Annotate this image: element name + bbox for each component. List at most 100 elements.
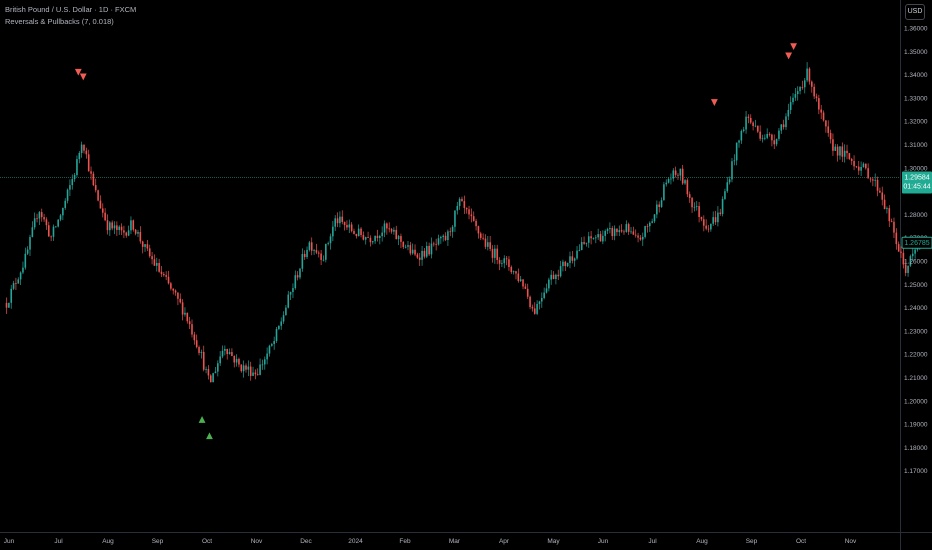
candle-body [548, 279, 550, 289]
candle-body [160, 271, 163, 274]
candle-body [663, 184, 665, 201]
price-badges: 1.29584 01:45:44 1.26785 [901, 171, 932, 249]
candle-body [904, 264, 907, 273]
candle-body [461, 198, 463, 202]
candle-body [529, 296, 531, 308]
candle-body [717, 212, 719, 223]
candle-body [470, 214, 473, 217]
candle-body [327, 243, 329, 244]
candle-body [440, 236, 442, 239]
candle-body [167, 276, 170, 284]
candle-body [155, 262, 158, 266]
candle-body [576, 250, 578, 259]
candle-body [698, 206, 700, 218]
candle-body [153, 259, 156, 266]
candle-body [329, 236, 332, 244]
candle-body [517, 273, 520, 282]
candle-body [886, 208, 888, 210]
candle-body [127, 230, 130, 236]
candle-body [414, 249, 416, 255]
candle-body [566, 262, 569, 267]
candle-body [238, 358, 240, 365]
candle-body [184, 312, 186, 315]
candle-body [395, 229, 398, 240]
candle-body [820, 109, 822, 113]
candle-body [85, 150, 88, 155]
candle-body [259, 364, 261, 375]
candle-body [799, 87, 801, 92]
bearish-signal-marker [74, 68, 82, 76]
candle-body [393, 229, 395, 232]
symbol-title[interactable]: British Pound / U.S. Dollar · 1D · FXCM [5, 5, 137, 14]
candle-body [714, 217, 717, 223]
bearish-signal-marker [710, 99, 718, 106]
price-axis[interactable]: 1.36000 1.35000 1.34000 1.33000 1.32000 1.310… [904, 26, 928, 476]
candle-body [397, 236, 400, 240]
candle-body [623, 231, 625, 233]
candle-body [10, 288, 13, 303]
candle-body [132, 220, 135, 230]
candle-body [719, 212, 722, 214]
candle-body [134, 229, 137, 234]
candle-body [634, 234, 637, 236]
candle-body [343, 222, 346, 225]
candle-body [334, 218, 337, 227]
candle-body [764, 137, 766, 139]
candle-body [789, 102, 792, 110]
candle-body [632, 231, 635, 235]
currency-button[interactable]: USD [905, 4, 925, 20]
candle-body [449, 231, 452, 233]
candle-body [881, 192, 884, 200]
candle-body [836, 146, 839, 156]
candle-body [219, 356, 221, 364]
candle-body [416, 254, 419, 258]
candle-body [130, 220, 132, 231]
candle-body [482, 237, 484, 239]
candle-body [125, 232, 128, 236]
candle-body [388, 228, 391, 230]
price-tick-label: 1.28000 [904, 212, 928, 219]
candle-body [320, 253, 322, 260]
time-tick-label: Dec [300, 538, 312, 545]
candle-body [332, 226, 334, 237]
candle-body [463, 201, 466, 208]
price-tick-label: 1.25000 [904, 282, 928, 289]
candle-body [191, 324, 193, 335]
candle-body [893, 221, 895, 233]
candle-body [677, 174, 679, 176]
candle-body [616, 228, 618, 233]
price-tick-label: 1.22000 [904, 352, 928, 359]
candle-body [280, 321, 283, 326]
candle-body [771, 134, 773, 141]
candle-body [271, 344, 273, 346]
candle-body [512, 271, 515, 273]
candle-body [543, 292, 545, 298]
candle-body [578, 249, 581, 251]
candle-body [240, 364, 243, 372]
candle-body [895, 232, 898, 245]
candle-body [550, 274, 553, 280]
candle-body [545, 288, 548, 293]
candle-body [181, 302, 184, 315]
price-tick-label: 1.30000 [904, 165, 928, 172]
candle-body [31, 227, 34, 238]
candle-body [815, 96, 818, 99]
candle-body [205, 369, 207, 370]
candle-body [848, 153, 851, 159]
candle-body [69, 185, 71, 190]
candle-body [839, 146, 841, 156]
candle-body [273, 341, 275, 345]
candle-body [19, 272, 22, 280]
candle-body [688, 194, 691, 198]
candle-body [496, 248, 499, 260]
candle-body [233, 355, 236, 363]
candle-body [301, 253, 304, 269]
time-axis[interactable]: Jun Jul Aug Sep Oct Nov Dec 2024 Feb Mar Apr May Jun… [4, 538, 857, 545]
candle-body [726, 182, 729, 192]
candle-body [172, 288, 175, 291]
indicator-label[interactable]: Reversals & Pullbacks (7, 0.018) [5, 17, 114, 26]
candle-body [179, 298, 182, 303]
candle-body [505, 258, 508, 260]
candle-body [573, 258, 576, 261]
